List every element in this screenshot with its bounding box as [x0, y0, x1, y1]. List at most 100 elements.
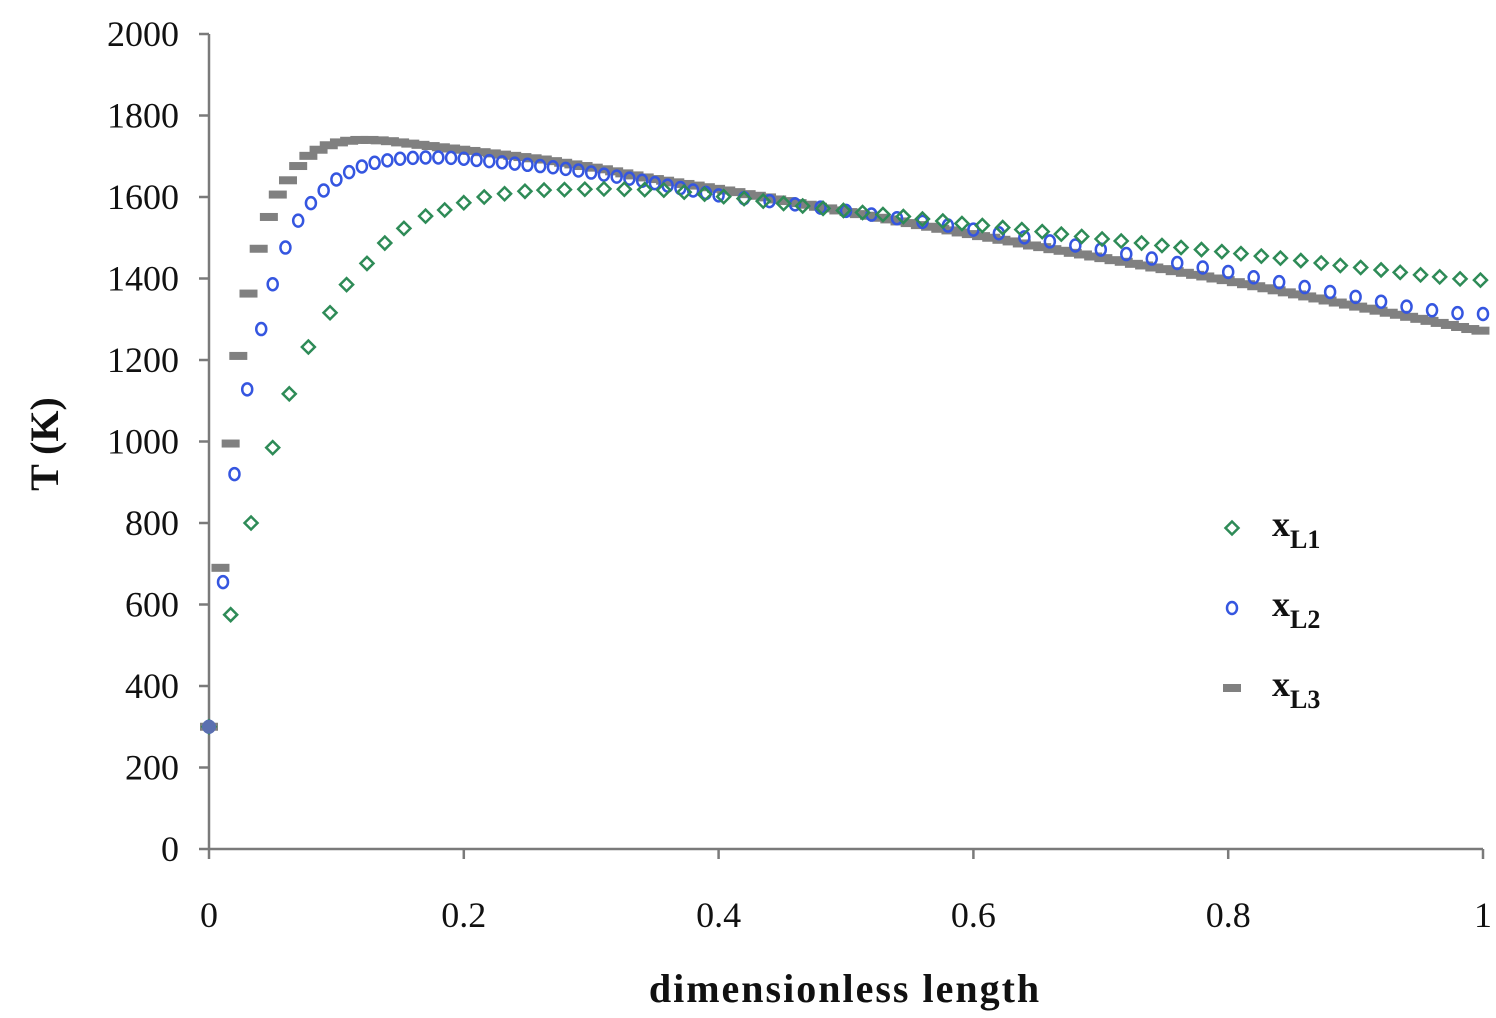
y-tick-label: 0 [161, 829, 179, 869]
point-l1 [675, 183, 693, 201]
point-l1 [616, 180, 633, 198]
point-l1 [1372, 261, 1390, 279]
point-l1 [794, 197, 811, 215]
point-l3 [442, 144, 461, 153]
x-tick-label: 0.4 [696, 895, 741, 935]
point-l1 [934, 212, 952, 230]
point-l3 [350, 135, 369, 144]
point-l2 [1043, 234, 1057, 249]
point-l3 [1175, 268, 1194, 277]
point-l1 [1013, 221, 1031, 238]
point-l1 [1412, 266, 1429, 284]
point-l1 [280, 385, 298, 403]
point-l2 [1170, 255, 1184, 271]
point-l3 [1196, 272, 1215, 281]
point-l3 [1043, 245, 1062, 254]
point-l3 [370, 136, 389, 145]
point-l3 [1094, 254, 1113, 263]
y-tick-label: 200 [125, 748, 179, 788]
y-tick-label: 1400 [107, 259, 179, 299]
point-l3 [1206, 274, 1225, 283]
point-l3 [1114, 257, 1133, 266]
point-l3 [1471, 326, 1490, 335]
point-l3 [249, 244, 268, 253]
x-tick-label: 0 [200, 895, 218, 935]
point-l1 [1472, 271, 1489, 289]
point-l3 [1073, 250, 1092, 259]
point-l3 [1135, 261, 1154, 270]
point-l3 [1400, 312, 1419, 321]
point-l1 [516, 183, 534, 200]
point-l3 [890, 217, 909, 226]
point-l1 [1352, 259, 1369, 276]
point-l2 [1476, 306, 1490, 322]
y-tick-label: 2000 [107, 14, 179, 54]
point-l3 [1186, 270, 1205, 279]
point-l1 [222, 606, 239, 623]
point-l3 [1165, 267, 1184, 276]
point-l3 [1267, 286, 1286, 295]
point-l2 [546, 160, 560, 175]
point-l3 [259, 212, 278, 221]
point-l1 [854, 204, 871, 221]
x-tick-label: 1 [1474, 895, 1492, 935]
point-l1 [874, 206, 892, 223]
point-l1 [417, 207, 434, 225]
point-l3 [1023, 241, 1042, 250]
point-l3 [329, 138, 348, 147]
x-tick-label: 0.6 [951, 895, 996, 935]
point-l3 [1410, 314, 1429, 323]
point-l3 [513, 153, 532, 162]
point-l3 [1226, 278, 1245, 287]
point-start [202, 719, 216, 734]
point-l3 [211, 563, 230, 572]
point-l1 [1431, 268, 1448, 286]
point-l2 [1323, 284, 1337, 300]
point-l2 [368, 155, 381, 171]
point-l3 [900, 219, 919, 228]
point-l3 [717, 186, 736, 195]
y-tick-label: 400 [125, 666, 179, 706]
y-tick-label: 1200 [107, 340, 179, 380]
point-l1 [655, 181, 673, 199]
legend-label: xL2 [1272, 584, 1320, 634]
point-l1 [1312, 254, 1330, 272]
point-l1 [735, 190, 753, 207]
point-l3 [1124, 259, 1143, 268]
point-l1 [1133, 234, 1150, 252]
point-l3 [380, 137, 399, 146]
point-l2 [1451, 305, 1464, 321]
point-l2 [1069, 238, 1082, 253]
point-l1 [953, 215, 971, 232]
point-l1 [814, 200, 832, 217]
point-l2 [1196, 260, 1209, 275]
point-l3 [1298, 292, 1317, 301]
point-l3 [1461, 325, 1480, 334]
point-l1 [914, 210, 931, 228]
point-l1 [754, 192, 772, 210]
point-l3 [1287, 290, 1306, 299]
point-l1 [696, 185, 713, 203]
y-tick-label: 1600 [107, 177, 179, 217]
legend-item-l3: xL3 [1223, 664, 1320, 714]
legend-item-l1: xL1 [1223, 504, 1320, 554]
point-l1 [1193, 241, 1210, 258]
point-l1 [1073, 228, 1090, 245]
point-l3 [493, 150, 512, 159]
legend-label-main: x [1272, 584, 1290, 624]
legend-label: xL3 [1272, 664, 1320, 714]
point-l3 [1308, 294, 1327, 303]
y-tick-label: 1000 [107, 422, 179, 462]
point-l3 [472, 148, 491, 157]
legend-label-main: x [1272, 504, 1290, 544]
point-l3 [982, 233, 1001, 242]
point-l1-legend-marker [1223, 519, 1241, 537]
point-l1 [1272, 249, 1289, 267]
legend-label-subscript: L2 [1290, 605, 1320, 634]
point-l2 [419, 150, 432, 165]
point-l3 [431, 143, 450, 152]
point-l1 [535, 181, 553, 199]
y-tick-label: 800 [125, 503, 179, 543]
point-l2 [470, 152, 483, 168]
point-l3 [391, 138, 410, 147]
